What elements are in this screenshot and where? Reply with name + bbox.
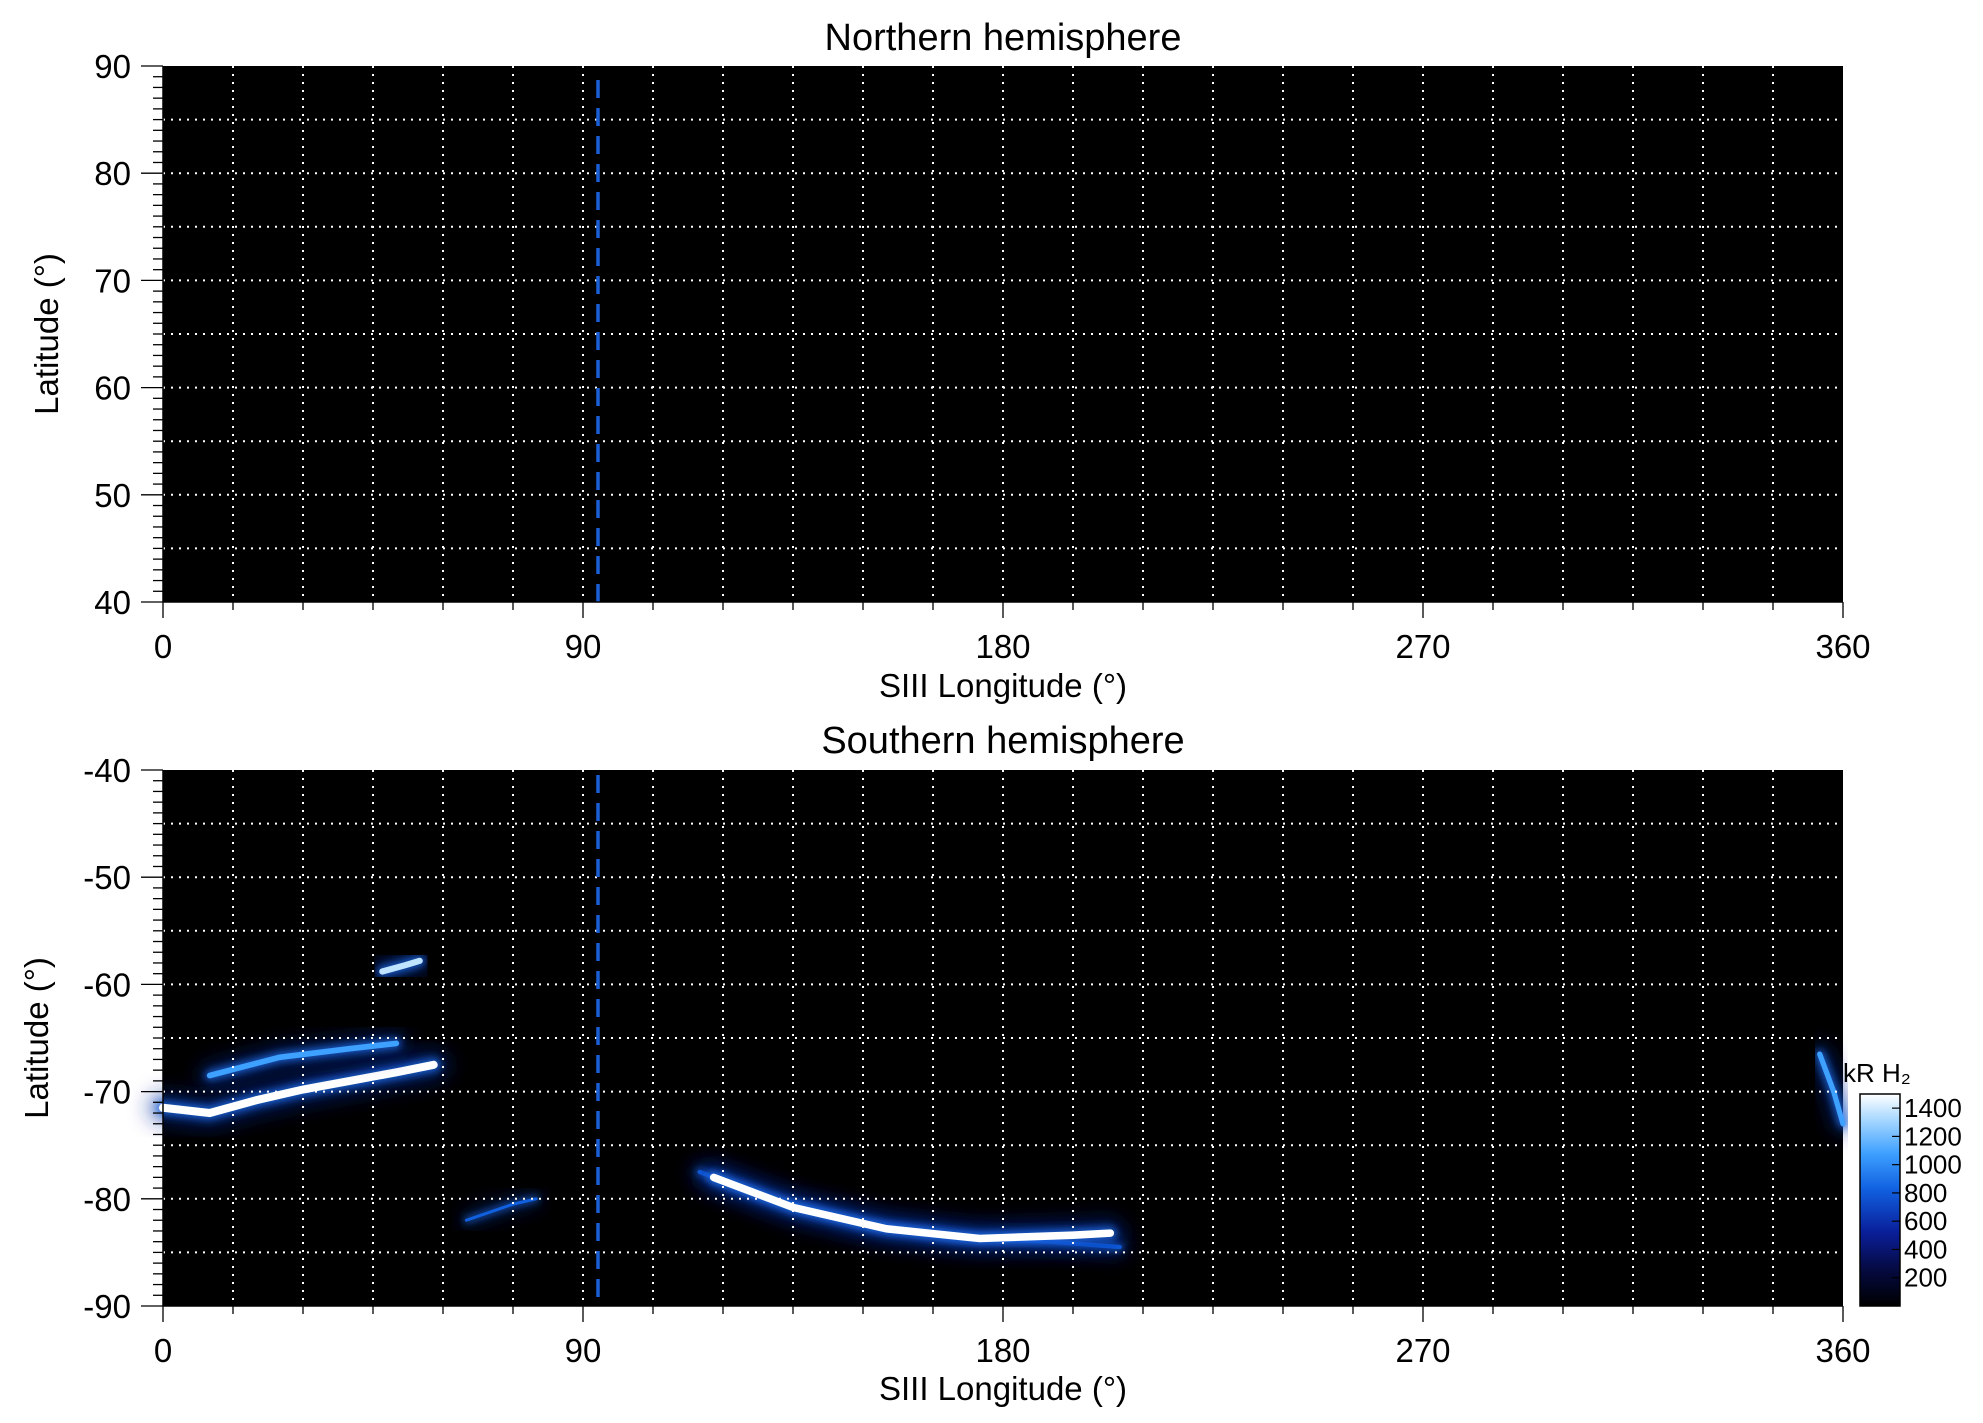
emission-main-oval-west (158, 1060, 438, 1118)
x-tick-label: 180 (975, 1332, 1030, 1369)
panel-south-emission (147, 949, 1853, 1256)
colorbar-tick-label: 400 (1904, 1234, 1947, 1264)
x-tick-label: 360 (1815, 628, 1870, 665)
y-tick-label: -80 (83, 1181, 131, 1218)
y-tick-label: 70 (94, 262, 131, 299)
panel-north-y-label: Latitude (°) (28, 253, 65, 415)
x-tick-label: 0 (154, 628, 172, 665)
x-tick-label: 270 (1395, 1332, 1450, 1369)
x-tick-label: 360 (1815, 1332, 1870, 1369)
emission-east-edge-oval (1817, 1051, 1846, 1127)
y-tick-label: -40 (83, 752, 131, 789)
y-tick-label: 50 (94, 477, 131, 514)
y-tick-label: -70 (83, 1074, 131, 1111)
emission-main-oval-west-upper (206, 1040, 400, 1079)
y-tick-label: 60 (94, 370, 131, 407)
colorbar-gradient (1859, 1093, 1901, 1307)
y-tick-label: -50 (83, 859, 131, 896)
colorbar-tick-label: 1000 (1904, 1150, 1962, 1180)
panel-south-x-axis: 0 90 180 270 360 (154, 1305, 1871, 1369)
y-tick-label: -90 (83, 1288, 131, 1325)
colorbar-tick-label: 1400 (1904, 1093, 1962, 1123)
x-tick-label: 180 (975, 628, 1030, 665)
colorbar-tick-label: 600 (1904, 1206, 1947, 1236)
panel-south-y-label: Latitude (°) (18, 957, 55, 1119)
panel-north-title: Northern hemisphere (825, 17, 1182, 59)
emission-diffuse-low (464, 1197, 538, 1222)
y-tick-label: 90 (94, 48, 131, 85)
y-tick-label: -60 (83, 966, 131, 1003)
panel-south-grid (163, 770, 1843, 1306)
panel-north: Northern hemisphere 90 80 70 60 50 40 0 90 180 2… (28, 17, 1871, 704)
x-tick-label: 0 (154, 1332, 172, 1369)
x-tick-label: 90 (565, 628, 602, 665)
panel-north-x-label: SIII Longitude (°) (879, 667, 1127, 704)
y-tick-label: 40 (94, 584, 131, 621)
colorbar-tick-label: 200 (1904, 1263, 1947, 1293)
x-tick-label: 90 (565, 1332, 602, 1369)
panel-north-y-axis: 90 80 70 60 50 40 (94, 48, 164, 621)
panel-south-y-axis: -40 -50 -60 -70 -80 -90 (83, 752, 164, 1325)
panel-south-title: Southern hemisphere (821, 720, 1184, 762)
colorbar-tick-label: 1200 (1904, 1121, 1962, 1151)
panel-south: Southern hemisphere -40 -50 -60 -70 -80 -90 0… (18, 720, 1871, 1407)
colorbar-label: kR H₂ (1843, 1058, 1911, 1088)
panel-north-grid (163, 66, 1843, 602)
panel-south-x-label: SIII Longitude (°) (879, 1370, 1127, 1407)
colorbar-tick-label: 800 (1904, 1178, 1947, 1208)
emission-high-lat-spot (379, 957, 423, 975)
panel-north-x-axis: 0 90 180 270 360 (154, 601, 1871, 665)
y-tick-label: 80 (94, 155, 131, 192)
emission-main-oval-arc (709, 1173, 1115, 1243)
x-tick-label: 270 (1395, 628, 1450, 665)
